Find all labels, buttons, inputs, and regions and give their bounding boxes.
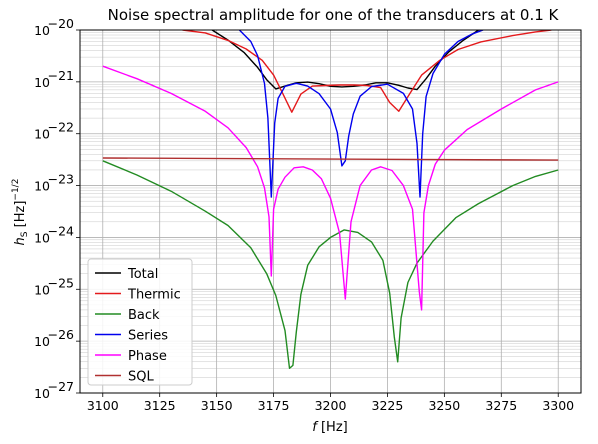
x-axis-label-var: f: [312, 420, 319, 435]
chart-title: Noise spectral amplitude for one of the …: [108, 6, 560, 24]
y-tick-exponent: −24: [48, 223, 74, 238]
series-line-thermic: [182, 30, 552, 113]
series-line-back: [102, 160, 559, 369]
y-axis-label-sup: −1/2: [11, 179, 21, 201]
y-axis-label-unit: [Hz]: [13, 201, 28, 232]
y-tick-label: 10: [34, 230, 50, 245]
y-axis-label: hS [Hz]−1/2: [11, 179, 30, 246]
y-tick-label: 10: [34, 23, 50, 38]
x-axis-ticks: 3100 3125 3150 3175 3200 3225 3250 3275 3300: [87, 393, 574, 413]
y-tick-label: 10: [34, 179, 50, 194]
y-tick-exponent: −27: [48, 379, 74, 394]
legend-label-back: Back: [128, 308, 160, 323]
y-tick-label: 10: [34, 386, 50, 401]
series-line-total: [211, 30, 479, 91]
x-tick-label: 3275: [485, 398, 517, 413]
y-tick-base: 10: [34, 23, 50, 38]
legend: Total Thermic Back Series Phase SQL: [87, 258, 193, 386]
y-tick-exponent: −22: [48, 120, 74, 135]
x-tick-label: 3125: [144, 398, 176, 413]
x-tick-label: 3250: [428, 398, 460, 413]
y-tick-exponent: −25: [48, 275, 74, 290]
x-tick-label: 3200: [315, 398, 347, 413]
legend-label-series: Series: [128, 329, 168, 344]
x-tick-label: 3300: [542, 398, 574, 413]
y-axis-label-var: h: [13, 237, 28, 245]
legend-label-total: Total: [127, 267, 158, 282]
legend-label-thermic: Thermic: [127, 288, 181, 303]
y-tick-base: 10: [34, 334, 50, 349]
y-tick-exponent: −23: [48, 172, 74, 187]
y-tick-base: 10: [34, 179, 50, 194]
x-tick-label: 3175: [258, 398, 290, 413]
series-line-series: [238, 30, 484, 198]
x-axis-label-unit: [Hz]: [317, 420, 348, 435]
series-line-sql: [102, 157, 559, 161]
legend-label-phase: Phase: [128, 349, 167, 364]
y-tick-base: 10: [34, 386, 50, 401]
x-axis-label: f [Hz]: [312, 420, 347, 435]
y-tick-base: 10: [34, 230, 50, 245]
y-tick-exponent: −21: [48, 68, 74, 83]
y-tick-label: 10: [34, 75, 50, 90]
y-tick-base: 10: [34, 127, 50, 142]
legend-label-sql: SQL: [128, 370, 154, 385]
y-tick-exponent: −20: [48, 16, 74, 31]
y-tick-base: 10: [34, 75, 50, 90]
legend-box: [87, 258, 193, 386]
x-tick-label: 3100: [87, 398, 119, 413]
x-tick-label: 3150: [201, 398, 233, 413]
y-tick-label: 10: [34, 282, 50, 297]
y-axis-label-sub: S: [20, 231, 30, 237]
x-tick-label: 3225: [372, 398, 404, 413]
y-tick-base: 10: [34, 282, 50, 297]
series-lines: [102, 30, 559, 369]
y-tick-label: 10: [34, 127, 50, 142]
series-line-phase: [102, 65, 559, 311]
y-tick-exponent: −26: [48, 327, 74, 342]
y-tick-label: 10: [34, 334, 50, 349]
